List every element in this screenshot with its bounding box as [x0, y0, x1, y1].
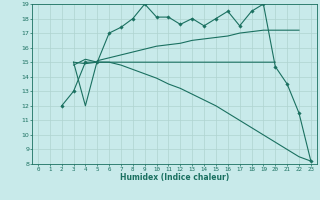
X-axis label: Humidex (Indice chaleur): Humidex (Indice chaleur) [120, 173, 229, 182]
